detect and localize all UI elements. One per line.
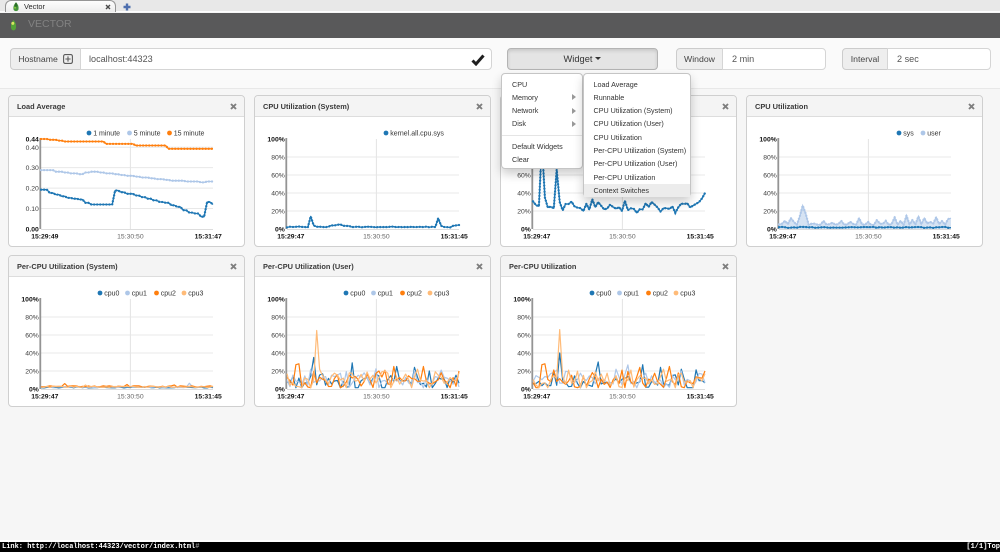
svg-text:20%: 20% (271, 209, 285, 216)
svg-text:0%: 0% (275, 387, 285, 394)
svg-text:15:31:45: 15:31:45 (441, 393, 468, 400)
svg-text:kernel.all.cpu.sys: kernel.all.cpu.sys (390, 130, 444, 137)
svg-text:15 minute: 15 minute (174, 130, 205, 137)
svg-text:cpu2: cpu2 (653, 290, 668, 297)
svg-text:15:29:47: 15:29:47 (769, 233, 796, 240)
svg-text:15:31:45: 15:31:45 (687, 233, 714, 240)
svg-text:20%: 20% (763, 209, 777, 216)
svg-text:cpu1: cpu1 (624, 290, 639, 297)
svg-text:cpu3: cpu3 (188, 290, 203, 297)
svg-text:cpu3: cpu3 (680, 290, 695, 297)
svg-text:15:30:50: 15:30:50 (363, 393, 390, 400)
svg-text:1 minute: 1 minute (93, 130, 120, 137)
svg-text:80%: 80% (271, 315, 285, 322)
svg-text:100%: 100% (513, 297, 530, 304)
svg-text:100%: 100% (759, 137, 776, 144)
svg-text:15:31:45: 15:31:45 (195, 393, 222, 400)
svg-text:5 minute: 5 minute (134, 130, 161, 137)
svg-text:0.40: 0.40 (26, 145, 39, 152)
svg-text:0%: 0% (521, 387, 531, 394)
svg-text:0.20: 0.20 (26, 186, 39, 193)
svg-text:cpu0: cpu0 (596, 290, 611, 297)
svg-text:40%: 40% (271, 351, 285, 358)
svg-text:15:30:50: 15:30:50 (609, 233, 636, 240)
svg-text:20%: 20% (517, 209, 531, 216)
svg-text:15:29:47: 15:29:47 (277, 393, 304, 400)
svg-text:user: user (927, 130, 941, 137)
svg-text:60%: 60% (271, 333, 285, 340)
svg-text:60%: 60% (763, 173, 777, 180)
svg-text:15:30:50: 15:30:50 (117, 233, 144, 240)
svg-text:0%: 0% (767, 227, 777, 234)
svg-text:15:30:50: 15:30:50 (855, 233, 882, 240)
svg-text:15:29:47: 15:29:47 (523, 393, 550, 400)
svg-text:0%: 0% (275, 227, 285, 234)
svg-text:cpu1: cpu1 (378, 290, 393, 297)
svg-text:15:31:47: 15:31:47 (195, 233, 222, 240)
svg-text:0.10: 0.10 (26, 206, 39, 213)
svg-text:80%: 80% (763, 155, 777, 162)
svg-text:cpu2: cpu2 (161, 290, 176, 297)
svg-text:15:30:50: 15:30:50 (363, 233, 390, 240)
svg-text:100%: 100% (267, 137, 284, 144)
svg-text:60%: 60% (517, 173, 531, 180)
svg-text:40%: 40% (271, 191, 285, 198)
svg-text:40%: 40% (517, 351, 531, 358)
svg-text:cpu1: cpu1 (132, 290, 147, 297)
svg-text:20%: 20% (517, 369, 531, 376)
svg-text:0%: 0% (521, 227, 531, 234)
svg-text:0.30: 0.30 (26, 165, 39, 172)
svg-text:0.00: 0.00 (26, 227, 39, 234)
svg-text:60%: 60% (25, 333, 39, 340)
svg-text:20%: 20% (271, 369, 285, 376)
svg-text:40%: 40% (763, 191, 777, 198)
svg-text:sys: sys (903, 130, 914, 137)
svg-text:15:29:47: 15:29:47 (277, 233, 304, 240)
svg-text:20%: 20% (25, 369, 39, 376)
svg-text:80%: 80% (271, 155, 285, 162)
svg-text:15:29:49: 15:29:49 (31, 233, 58, 240)
svg-text:cpu2: cpu2 (407, 290, 422, 297)
svg-text:cpu3: cpu3 (434, 290, 449, 297)
svg-text:15:31:45: 15:31:45 (687, 393, 714, 400)
svg-text:15:30:50: 15:30:50 (117, 393, 144, 400)
svg-text:cpu0: cpu0 (350, 290, 365, 297)
svg-text:15:29:47: 15:29:47 (31, 393, 58, 400)
svg-text:40%: 40% (517, 191, 531, 198)
svg-text:100%: 100% (267, 297, 284, 304)
svg-text:cpu0: cpu0 (104, 290, 119, 297)
svg-text:15:30:50: 15:30:50 (609, 393, 636, 400)
svg-text:0.44: 0.44 (26, 137, 39, 144)
svg-text:60%: 60% (517, 333, 531, 340)
svg-text:15:31:45: 15:31:45 (933, 233, 960, 240)
svg-text:60%: 60% (271, 173, 285, 180)
svg-text:40%: 40% (25, 351, 39, 358)
svg-text:15:31:45: 15:31:45 (441, 233, 468, 240)
svg-text:0%: 0% (29, 387, 39, 394)
svg-text:80%: 80% (517, 315, 531, 322)
svg-text:15:29:47: 15:29:47 (523, 233, 550, 240)
svg-text:100%: 100% (21, 297, 38, 304)
svg-text:80%: 80% (25, 315, 39, 322)
